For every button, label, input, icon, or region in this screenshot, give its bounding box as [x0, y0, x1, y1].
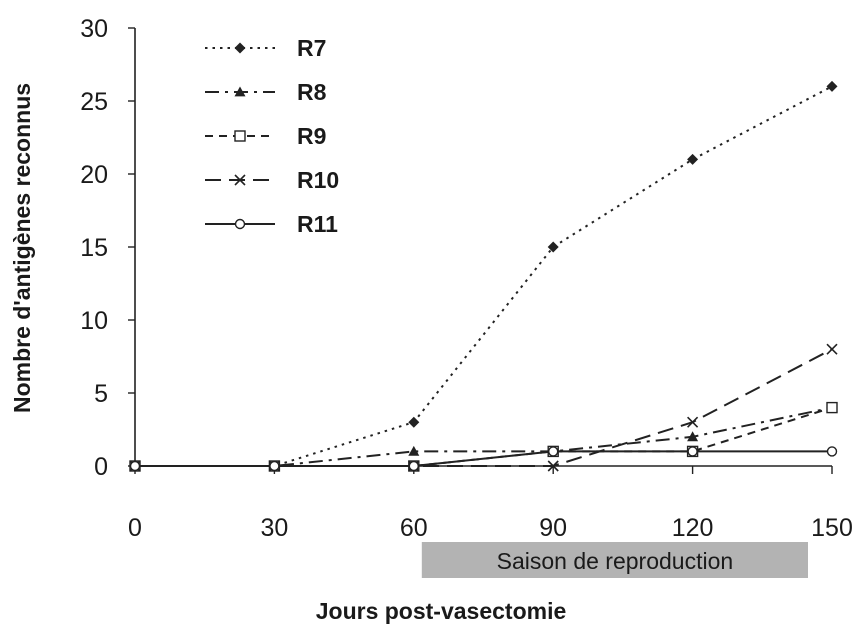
legend-label-r9: R9 — [297, 123, 326, 149]
data-point-r8 — [408, 445, 420, 456]
x-marker-stroke — [234, 174, 246, 186]
series-layer — [129, 80, 838, 472]
data-point-r11 — [548, 446, 559, 457]
legend: R7 R8 R9 R10 R11 — [205, 35, 339, 237]
legend-label-r7: R7 — [297, 35, 326, 61]
y-axis-title: Nombre d'antigènes reconnus — [9, 83, 35, 413]
data-point-r8 — [687, 431, 699, 442]
legend-label-r11: R11 — [297, 211, 338, 237]
x-marker-stroke — [826, 343, 838, 355]
axes: 0 5 10 15 20 25 30 0 30 60 90 120 150 — [80, 15, 853, 542]
series-line-r11 — [135, 450, 832, 467]
legend-marker-r9 — [234, 130, 246, 142]
x-marker-stroke — [687, 416, 699, 428]
legend-label-r10: R10 — [297, 167, 339, 193]
legend-item-r11: R11 — [205, 211, 338, 237]
data-point-r11 — [269, 460, 280, 472]
data-point-r9 — [826, 401, 838, 414]
series-line-r10 — [135, 348, 833, 467]
y-tick-label: 25 — [80, 88, 108, 116]
series-r11 — [129, 446, 838, 472]
data-point-r11 — [687, 446, 698, 457]
x-tick-label: 60 — [400, 514, 428, 542]
x-tick-label: 0 — [128, 514, 142, 542]
data-point-r7 — [408, 416, 420, 428]
data-point-r10 — [687, 416, 699, 428]
data-point-r10 — [826, 343, 838, 355]
legend-item-r9: R9 — [205, 123, 326, 149]
legend-item-r10: R10 — [205, 167, 339, 193]
legend-item-r8: R8 — [205, 79, 327, 105]
legend-marker-r10 — [234, 174, 246, 186]
y-tick-label: 30 — [80, 15, 108, 43]
data-point-r11 — [408, 460, 419, 472]
season-band-label: Saison de reproduction — [497, 548, 734, 574]
legend-item-r7: R7 — [205, 35, 326, 61]
series-line-r8 — [135, 406, 833, 467]
legend-marker-r8 — [234, 86, 246, 97]
legend-label-r8: R8 — [297, 79, 327, 105]
x-axis-title: Jours post-vasectomie — [316, 598, 567, 624]
y-tick-label: 10 — [80, 307, 108, 335]
x-tick-label: 150 — [811, 514, 853, 542]
y-tick-label: 0 — [94, 453, 108, 481]
data-point-r7 — [826, 80, 838, 92]
data-point-r11 — [129, 460, 141, 472]
series-r9 — [129, 401, 838, 472]
y-tick-label: 15 — [80, 234, 108, 262]
x-tick-label: 90 — [539, 514, 567, 542]
season-band — [421, 542, 808, 578]
series-r8 — [129, 402, 838, 471]
x-marker-stroke — [547, 460, 559, 472]
data-point-r7 — [687, 153, 699, 165]
legend-marker-r11 — [234, 218, 246, 230]
legend-marker-r7 — [234, 42, 246, 54]
series-line-r7 — [135, 85, 833, 467]
data-point-r11 — [826, 446, 838, 457]
series-line-r9 — [135, 406, 833, 467]
x-tick-label: 120 — [672, 514, 714, 542]
y-tick-label: 5 — [94, 380, 108, 408]
data-point-r7 — [547, 241, 559, 253]
data-point-r10 — [547, 460, 559, 472]
y-tick-label: 20 — [80, 161, 108, 189]
x-tick-label: 30 — [260, 514, 288, 542]
